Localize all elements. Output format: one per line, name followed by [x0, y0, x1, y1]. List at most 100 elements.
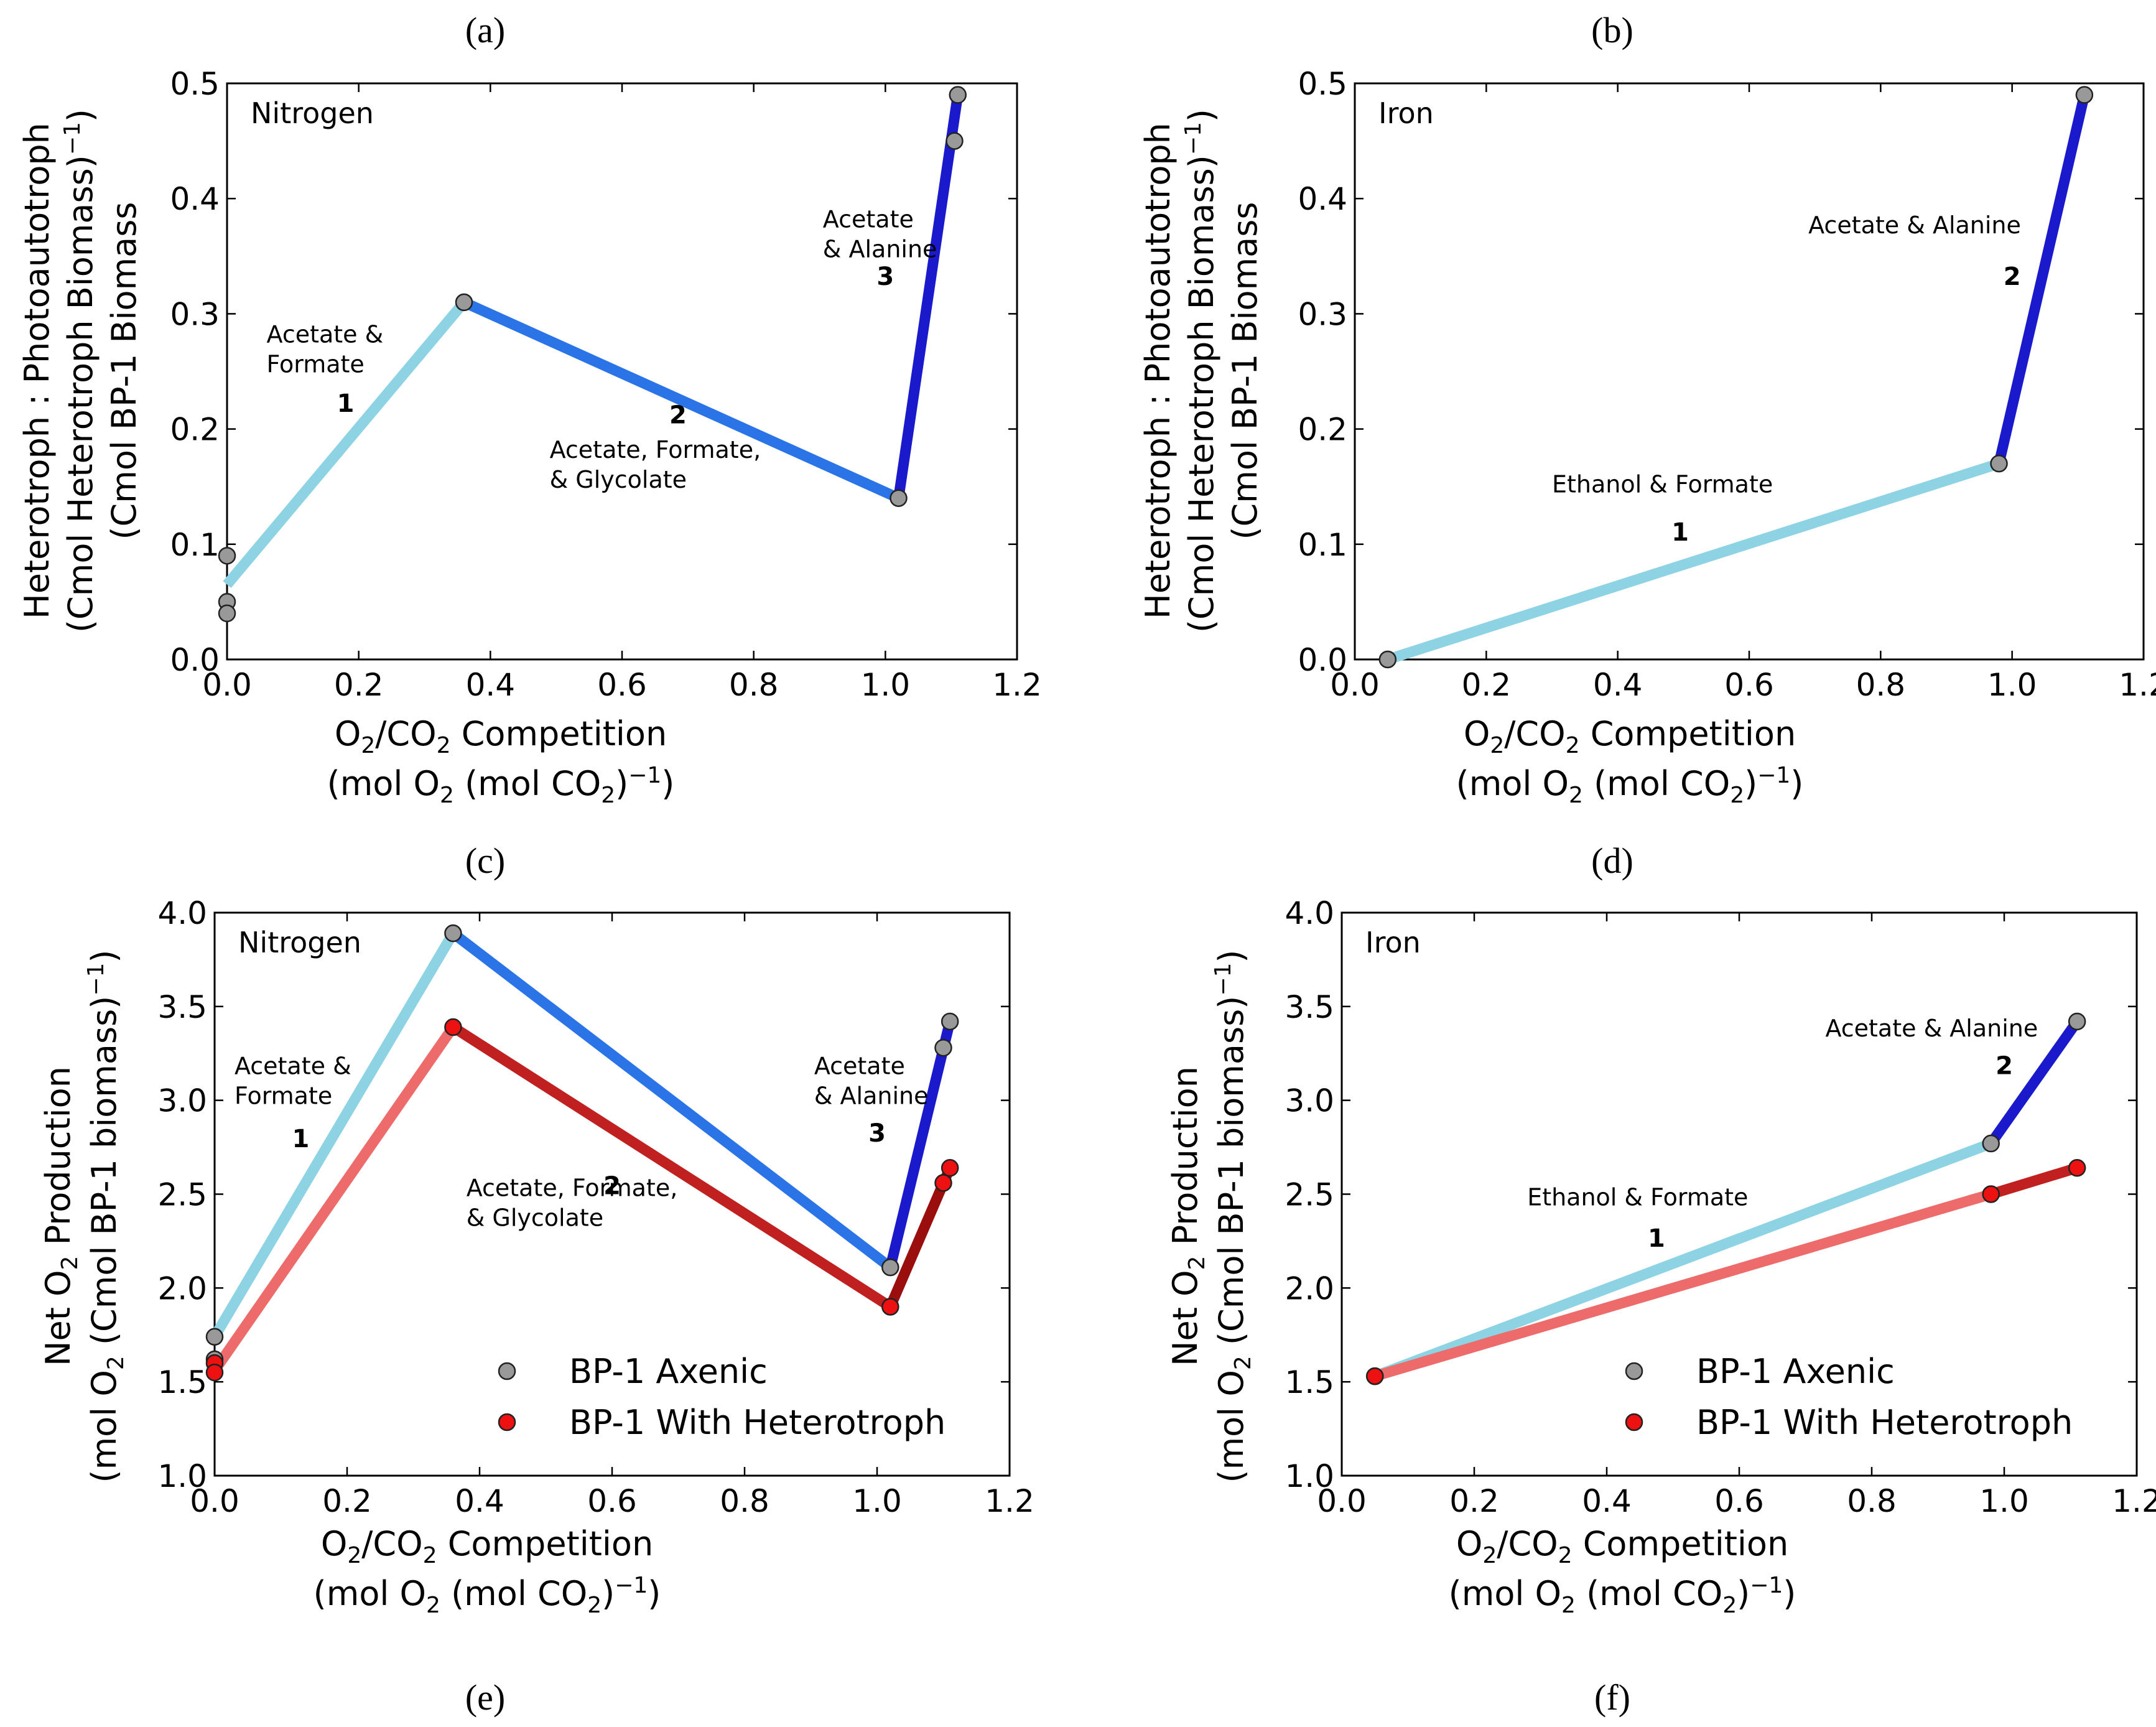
x-tick-label: 0.8: [1847, 1483, 1897, 1519]
data-point-axenic: [949, 86, 967, 104]
plot-panel-e: 0.0 0.2 0.4 0.6 0.8 1.0 1.2 1.0 1.5 2.0 2.5 3.0 3.5 4…: [157, 895, 1034, 1519]
y-tick-label: 0.0: [170, 642, 220, 678]
y-tick-label: 0.1: [170, 527, 220, 563]
panel-label-e: (e): [465, 1677, 505, 1718]
plot-frame-e: [213, 911, 1011, 1477]
segment-number-label: 2: [2004, 263, 2021, 291]
series-segment-2r: [450, 1022, 893, 1311]
ylabel-o2-f-line2: (mol O2 (Cmol BP-1 biomass)−1): [1210, 950, 1256, 1483]
xlabel-f-line2: (mol O2 (mol CO2)−1): [1449, 1573, 1796, 1618]
xlabel-e-line1: O2/CO2 Competition: [321, 1524, 653, 1568]
pathway-annotation: Acetate: [823, 206, 914, 233]
x-tick-label: 0.0: [1330, 667, 1380, 703]
pathway-annotation: Acetate, Formate,: [467, 1175, 678, 1202]
data-point-heterotroph: [941, 1159, 959, 1177]
data-point-axenic: [881, 1258, 899, 1277]
panel-label-a: (a): [465, 10, 505, 50]
x-tick-label: 0.2: [1449, 1483, 1499, 1519]
ylabel-ratio-c-line2: (Cmol Heterotroph Biomass)−1): [60, 109, 100, 633]
y-tick-label: 3.5: [1285, 989, 1334, 1025]
data-point-axenic: [218, 547, 236, 565]
panel-label-c: (c): [465, 840, 505, 881]
y-tick-label: 2.5: [157, 1177, 207, 1213]
x-tick-label: 1.2: [985, 1483, 1034, 1519]
pathway-annotation: Acetate & Alanine: [1808, 212, 2021, 239]
series-segment-1r: [1373, 1189, 1993, 1382]
x-tick-label: 0.2: [322, 1483, 372, 1519]
x-tick-label: 1.0: [1987, 667, 2037, 703]
legend-label-axenic: BP-1 Axenic: [569, 1352, 768, 1391]
x-tick-label: 0.4: [1582, 1483, 1632, 1519]
legend-marker-axenic: [1625, 1362, 1643, 1380]
xlabel-f-line1: O2/CO2 Competition: [1456, 1524, 1788, 1568]
y-tick-label: 0.4: [1298, 181, 1347, 217]
condition-label: Iron: [1365, 926, 1421, 959]
segment-number-label: 2: [603, 1172, 621, 1201]
y-tick-label: 1.0: [157, 1458, 207, 1494]
x-tick-label: 0.2: [334, 667, 384, 703]
segment-number-label: 2: [1996, 1051, 2013, 1080]
y-tick-label: 0.2: [1298, 412, 1347, 448]
ylabel-o2-e-line2: (mol O2 (Cmol BP-1 biomass)−1): [83, 950, 129, 1483]
y-tick-label: 0.3: [170, 296, 220, 332]
x-tick-label: 0.0: [1317, 1483, 1367, 1519]
data-point-axenic: [941, 1012, 959, 1031]
xlabel-c-line1: O2/CO2 Competition: [335, 714, 667, 758]
x-tick-label: 0.0: [202, 667, 252, 703]
x-tick-label: 1.0: [861, 667, 911, 703]
x-tick-label: 1.2: [2112, 1483, 2156, 1519]
ylabel-ratio-d-line3: (Cmol BP-1 Biomass: [1225, 202, 1265, 539]
data-point-axenic: [205, 1328, 224, 1346]
ylabel-ratio-c-line1: Heterotroph : Photoautotroph: [17, 123, 57, 619]
y-tick-label: 4.0: [1285, 895, 1334, 931]
segment-number-label: 1: [1648, 1224, 1665, 1253]
series-segment-3: [893, 94, 964, 499]
x-tick-label: 0.2: [1462, 667, 1512, 703]
x-tick-label: 0.4: [1593, 667, 1643, 703]
data-point-axenic: [946, 132, 964, 150]
pathway-annotation: & Glycolate: [550, 466, 687, 493]
legend-marker-axenic: [498, 1362, 516, 1380]
y-tick-label: 0.1: [1298, 527, 1347, 563]
segment-number-label: 1: [337, 389, 355, 418]
y-tick-label: 0.5: [170, 66, 220, 102]
data-point-axenic: [934, 1038, 952, 1057]
y-tick-label: 2.5: [1285, 1177, 1334, 1213]
pathway-annotation: Acetate & Alanine: [1825, 1015, 2038, 1042]
series-segment-2: [1986, 1018, 2082, 1147]
xlabel-e-line2: (mol O2 (mol CO2)−1): [314, 1573, 661, 1618]
data-point-heterotroph: [205, 1363, 224, 1382]
y-tick-label: 0.3: [1298, 296, 1347, 332]
x-tick-label: 1.2: [2119, 667, 2156, 703]
data-point-axenic: [1982, 1134, 2000, 1153]
data-point-axenic: [890, 489, 908, 507]
ylabel-ratio-d-line1: Heterotroph : Photoautotroph: [1138, 123, 1178, 619]
data-point-axenic: [1990, 454, 2008, 473]
x-tick-label: 1.2: [992, 667, 1042, 703]
x-tick-label: 0.4: [455, 1483, 504, 1519]
y-tick-label: 2.0: [157, 1270, 207, 1306]
legend-label-axenic: BP-1 Axenic: [1696, 1352, 1895, 1391]
data-point-axenic: [455, 293, 473, 312]
pathway-annotation: & Glycolate: [467, 1204, 603, 1232]
ylabel-o2-e-line1: Net O2 Production: [39, 1066, 83, 1366]
series-segment-2: [1994, 93, 2090, 465]
pathway-annotation: Acetate &: [235, 1052, 351, 1079]
x-tick-label: 0.0: [190, 1483, 239, 1519]
data-point-heterotroph: [2068, 1159, 2086, 1177]
y-tick-label: 3.0: [157, 1083, 207, 1119]
legend-label-heterotroph: BP-1 With Heterotroph: [1696, 1403, 2073, 1442]
data-point-axenic: [218, 604, 236, 623]
x-tick-label: 0.8: [729, 667, 779, 703]
series-segment-1r: [210, 1024, 458, 1374]
x-tick-label: 0.6: [1714, 1483, 1764, 1519]
y-tick-label: 2.0: [1285, 1270, 1334, 1306]
y-tick-label: 1.0: [1285, 1458, 1334, 1494]
data-point-axenic: [2068, 1012, 2086, 1031]
segment-number-label: 1: [1671, 518, 1689, 547]
xlabel-d-line1: O2/CO2 Competition: [1464, 714, 1796, 758]
plot-panel-d: 0.0 0.2 0.4 0.6 0.8 1.0 1.2 0.0 0.1 0.2 0.3 0.4 0.5 I…: [1298, 66, 2156, 703]
panel-label-f: (f): [1594, 1677, 1630, 1718]
pathway-annotation: & Alanine: [814, 1082, 929, 1109]
ylabel-o2-f-line1: Net O2 Production: [1166, 1066, 1210, 1366]
